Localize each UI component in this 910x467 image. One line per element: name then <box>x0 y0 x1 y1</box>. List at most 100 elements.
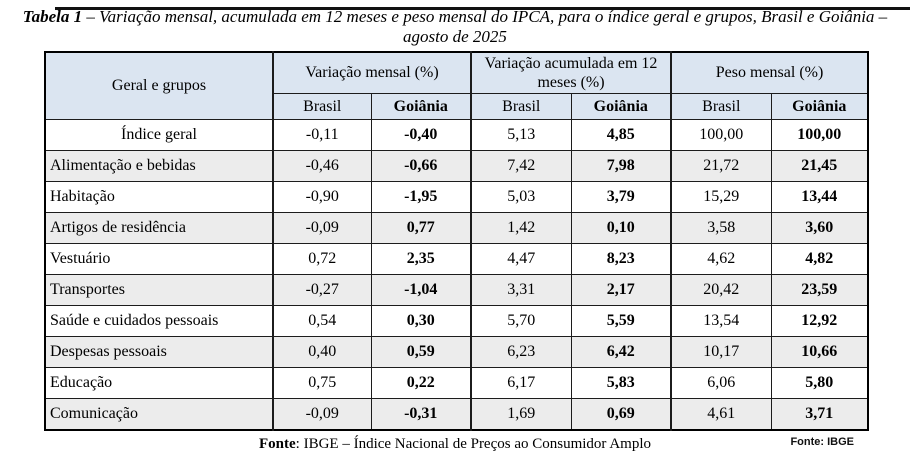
value-cell: 13,54 <box>670 304 772 337</box>
value-cell: 0,77 <box>370 211 472 244</box>
value-cell: 23,59 <box>770 273 869 306</box>
value-cell: -0,09 <box>272 211 372 244</box>
group-label: Despesas pessoais <box>44 335 274 368</box>
value-cell: 10,66 <box>770 335 869 368</box>
value-cell: 0,10 <box>570 211 672 244</box>
value-cell: 13,44 <box>770 180 869 213</box>
group-label: Índice geral <box>44 118 274 151</box>
subheader-brasil: Brasil <box>470 92 572 120</box>
value-cell: -0,40 <box>370 118 472 151</box>
value-cell: 4,82 <box>770 242 869 275</box>
value-cell: 5,83 <box>570 366 672 399</box>
value-cell: 3,58 <box>670 211 772 244</box>
table-title-label: Tabela 1 <box>22 7 83 26</box>
table-row: Vestuário 0,72 2,35 4,47 8,23 4,62 4,82 <box>44 242 869 275</box>
header-group-row: Geral e grupos Variação mensal (%) Varia… <box>44 51 869 120</box>
value-cell: 5,70 <box>470 304 572 337</box>
value-cell: 2,35 <box>370 242 472 275</box>
value-cell: -0,66 <box>370 149 472 182</box>
value-cell: 1,69 <box>470 397 572 430</box>
value-cell: -0,11 <box>272 118 372 151</box>
value-cell: -0,31 <box>370 397 472 430</box>
header-variacao-mensal: Variação mensal (%) <box>271 51 472 94</box>
table-row: Artigos de residência -0,09 0,77 1,42 0,10 3,… <box>44 211 869 244</box>
subheader-row: Brasil Goiânia Brasil Goiânia Brasil Goiânia <box>45 92 869 120</box>
group-label: Transportes <box>44 273 274 306</box>
table-row: Saúde e cuidados pessoais 0,54 0,30 5,70 5,5… <box>44 304 869 337</box>
subheader-goiania: Goiânia <box>570 92 672 120</box>
value-cell: 6,06 <box>670 366 772 399</box>
subheader-brasil: Brasil <box>272 92 372 120</box>
value-cell: 0,40 <box>272 335 372 368</box>
value-cell: 7,42 <box>470 149 572 182</box>
value-cell: -1,04 <box>370 273 472 306</box>
value-cell: 0,22 <box>370 366 472 399</box>
table-row: Alimentação e bebidas -0,46 -0,66 7,42 7,98 2… <box>44 149 869 182</box>
value-cell: 5,13 <box>470 118 572 151</box>
footer-source-small: Fonte: IBGE <box>790 435 854 448</box>
value-cell: 0,30 <box>370 304 472 337</box>
value-cell: 5,59 <box>570 304 672 337</box>
group-label: Comunicação <box>44 397 274 430</box>
group-label: Vestuário <box>44 242 274 275</box>
value-cell: 5,03 <box>470 180 572 213</box>
top-crop-line <box>55 7 910 10</box>
group-label: Educação <box>44 366 274 399</box>
footer: Fonte: IBGE – Índice Nacional de Preços … <box>0 435 910 457</box>
value-cell: 4,85 <box>570 118 672 151</box>
table-title: Tabela 1 – Variação mensal, acumulada em… <box>19 7 891 47</box>
value-cell: 6,42 <box>570 335 672 368</box>
value-cell: 6,23 <box>470 335 572 368</box>
header-variacao-acumulada-12-meses: Variação acumulada em 12 meses (%) <box>470 51 672 94</box>
value-cell: 15,29 <box>670 180 772 213</box>
subheader-goiania: Goiânia <box>370 92 472 120</box>
value-cell: 12,92 <box>770 304 869 337</box>
table-row: Habitação -0,90 -1,95 5,03 3,79 15,29 13,44 <box>44 180 869 213</box>
value-cell: 0,69 <box>570 397 672 430</box>
value-cell: 100,00 <box>770 118 869 151</box>
value-cell: 20,42 <box>670 273 772 306</box>
value-cell: 10,17 <box>670 335 772 368</box>
value-cell: 3,79 <box>570 180 672 213</box>
table-row: Comunicação -0,09 -0,31 1,69 0,69 4,61 3,71 <box>44 397 869 430</box>
group-label: Alimentação e bebidas <box>44 149 274 182</box>
footer-source-label: Fonte <box>258 435 296 452</box>
value-cell: 8,23 <box>570 242 672 275</box>
group-label: Habitação <box>44 180 274 213</box>
value-cell: 7,98 <box>570 149 672 182</box>
value-cell: 21,72 <box>670 149 772 182</box>
value-cell: 0,59 <box>370 335 472 368</box>
value-cell: 4,61 <box>670 397 772 430</box>
value-cell: 3,71 <box>770 397 869 430</box>
table-row: Despesas pessoais 0,40 0,59 6,23 6,42 10,17 10… <box>44 335 869 368</box>
value-cell: -1,95 <box>370 180 472 213</box>
value-cell: 6,17 <box>470 366 572 399</box>
table-title-text: – Variação mensal, acumulada em 12 meses… <box>82 7 888 46</box>
value-cell: 3,31 <box>470 273 572 306</box>
value-cell: -0,90 <box>272 180 372 213</box>
value-cell: 0,75 <box>272 366 372 399</box>
value-cell: 100,00 <box>670 118 772 151</box>
group-label: Saúde e cuidados pessoais <box>44 304 274 337</box>
value-cell: 21,45 <box>770 149 869 182</box>
value-cell: 5,80 <box>770 366 869 399</box>
header-geral-e-grupos: Geral e grupos <box>44 51 274 120</box>
table-row: Educação 0,75 0,22 6,17 5,83 6,06 5,80 <box>44 366 869 399</box>
value-cell: 1,42 <box>470 211 572 244</box>
ipca-table: Geral e grupos Variação mensal (%) Varia… <box>44 51 870 431</box>
table-row: Transportes -0,27 -1,04 3,31 2,17 20,42 23,59 <box>44 273 869 306</box>
value-cell: 0,72 <box>272 242 372 275</box>
value-cell: -0,46 <box>272 149 372 182</box>
subheader-brasil: Brasil <box>670 92 772 120</box>
value-cell: -0,27 <box>272 273 372 306</box>
subheader-goiania: Goiânia <box>770 92 869 120</box>
footer-source-text: : IBGE – Índice Nacional de Preços ao Co… <box>295 435 652 452</box>
value-cell: 4,62 <box>670 242 772 275</box>
value-cell: 2,17 <box>570 273 672 306</box>
header-peso-mensal: Peso mensal (%) <box>670 51 869 94</box>
table-row: Índice geral -0,11 -0,40 5,13 4,85 100,00 100,… <box>44 118 869 151</box>
value-cell: -0,09 <box>272 397 372 430</box>
value-cell: 0,54 <box>272 304 372 337</box>
value-cell: 3,60 <box>770 211 869 244</box>
group-label: Artigos de residência <box>44 211 274 244</box>
